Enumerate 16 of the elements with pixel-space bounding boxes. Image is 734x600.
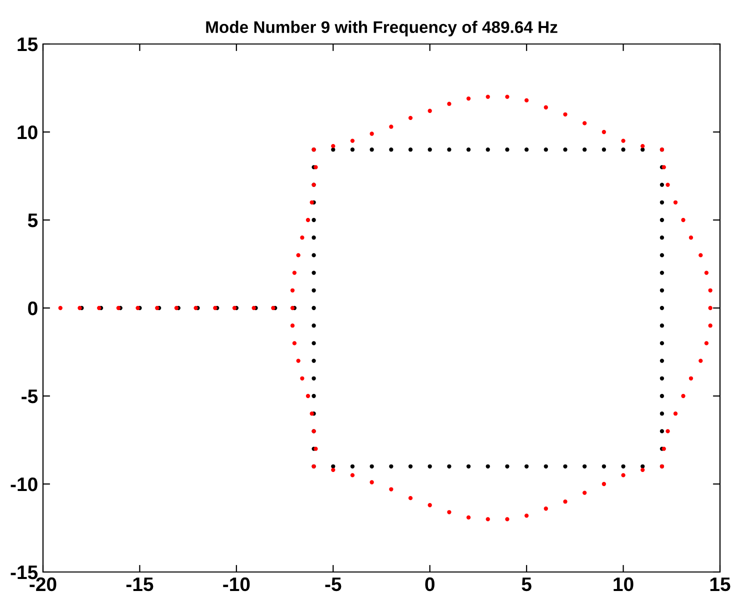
y-tick-label: -15 bbox=[10, 566, 38, 580]
x-tick-label: 5 bbox=[522, 578, 532, 592]
chart-title: Mode Number 9 with Frequency of 489.64 Hz bbox=[206, 20, 558, 36]
y-tick-label: 15 bbox=[18, 38, 38, 52]
y-tick-label: 10 bbox=[18, 125, 38, 140]
x-tick-label: -20 bbox=[30, 577, 56, 592]
x-tick-label: -15 bbox=[126, 578, 154, 592]
x-tick-label: 0 bbox=[425, 577, 434, 592]
x-tick-label: -5 bbox=[325, 578, 342, 592]
x-tick-label: 10 bbox=[614, 577, 634, 592]
y-tick-label: 0 bbox=[28, 301, 38, 316]
y-tick-label: -10 bbox=[10, 477, 38, 492]
y-tick-label: 5 bbox=[28, 214, 38, 228]
x-tick-label: 15 bbox=[710, 578, 730, 592]
y-tick-label: -5 bbox=[22, 390, 38, 404]
x-tick-label: -10 bbox=[223, 577, 250, 592]
